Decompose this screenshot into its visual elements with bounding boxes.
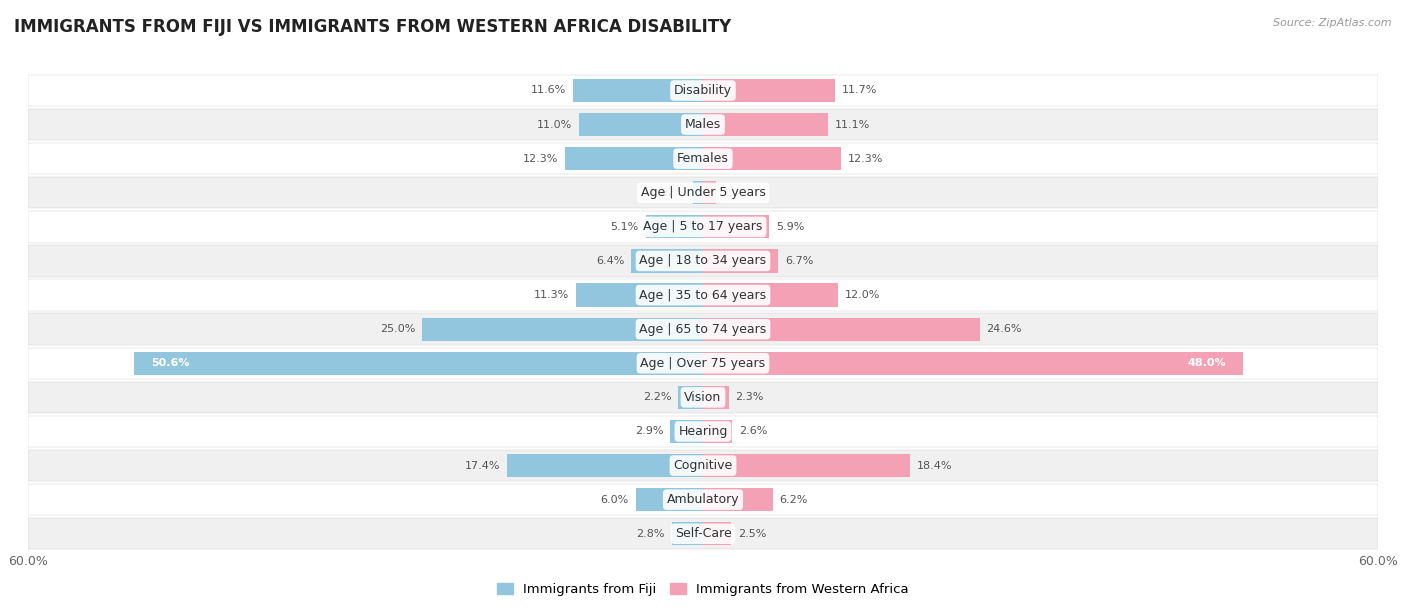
Text: 24.6%: 24.6% (987, 324, 1022, 334)
Text: 12.3%: 12.3% (848, 154, 883, 163)
Text: Vision: Vision (685, 391, 721, 404)
Text: 50.6%: 50.6% (150, 358, 190, 368)
Bar (703, 113, 828, 136)
Text: 25.0%: 25.0% (380, 324, 415, 334)
Text: 12.0%: 12.0% (845, 290, 880, 300)
Text: Age | 5 to 17 years: Age | 5 to 17 years (644, 220, 762, 233)
Text: Males: Males (685, 118, 721, 131)
Bar (28, 109, 1378, 140)
Text: 5.1%: 5.1% (610, 222, 638, 232)
Bar (703, 488, 773, 511)
Text: Age | 18 to 34 years: Age | 18 to 34 years (640, 255, 766, 267)
Text: Age | Under 5 years: Age | Under 5 years (641, 186, 765, 200)
Bar (703, 386, 728, 409)
Text: 5.9%: 5.9% (776, 222, 804, 232)
Text: 2.5%: 2.5% (738, 529, 766, 539)
Text: IMMIGRANTS FROM FIJI VS IMMIGRANTS FROM WESTERN AFRICA DISABILITY: IMMIGRANTS FROM FIJI VS IMMIGRANTS FROM … (14, 18, 731, 36)
Bar (28, 450, 1378, 481)
Bar (576, 283, 703, 307)
Text: 2.3%: 2.3% (735, 392, 763, 402)
Bar (703, 522, 731, 545)
Text: 6.0%: 6.0% (600, 494, 628, 505)
Bar (134, 352, 703, 375)
Bar (28, 348, 1378, 379)
Bar (565, 147, 703, 170)
Text: 2.8%: 2.8% (637, 529, 665, 539)
Text: Ambulatory: Ambulatory (666, 493, 740, 506)
Bar (703, 352, 1243, 375)
Bar (703, 215, 769, 239)
Bar (636, 488, 703, 511)
Text: 0.92%: 0.92% (651, 188, 686, 198)
Bar (508, 454, 703, 477)
Text: 1.2%: 1.2% (723, 188, 752, 198)
Text: Age | 65 to 74 years: Age | 65 to 74 years (640, 323, 766, 335)
Bar (703, 318, 980, 341)
Text: 48.0%: 48.0% (1188, 358, 1226, 368)
Bar (28, 177, 1378, 209)
Bar (672, 522, 703, 545)
Bar (678, 386, 703, 409)
Bar (645, 215, 703, 239)
Text: 11.0%: 11.0% (537, 119, 572, 130)
Bar (703, 249, 779, 272)
Bar (28, 143, 1378, 174)
Legend: Immigrants from Fiji, Immigrants from Western Africa: Immigrants from Fiji, Immigrants from We… (492, 578, 914, 602)
Text: 17.4%: 17.4% (465, 461, 501, 471)
Bar (572, 79, 703, 102)
Bar (28, 75, 1378, 106)
Text: Disability: Disability (673, 84, 733, 97)
Bar (28, 382, 1378, 413)
Bar (28, 245, 1378, 277)
Text: Cognitive: Cognitive (673, 459, 733, 472)
Text: Females: Females (678, 152, 728, 165)
Text: 2.2%: 2.2% (643, 392, 672, 402)
Text: 2.9%: 2.9% (636, 427, 664, 436)
Text: Age | 35 to 64 years: Age | 35 to 64 years (640, 289, 766, 302)
Bar (703, 147, 841, 170)
Bar (703, 283, 838, 307)
Text: Self-Care: Self-Care (675, 528, 731, 540)
Bar (28, 280, 1378, 311)
Text: Age | Over 75 years: Age | Over 75 years (641, 357, 765, 370)
Bar (28, 313, 1378, 345)
Text: Source: ZipAtlas.com: Source: ZipAtlas.com (1274, 18, 1392, 28)
Bar (703, 420, 733, 443)
Bar (693, 181, 703, 204)
Text: 11.1%: 11.1% (835, 119, 870, 130)
Text: 11.6%: 11.6% (530, 86, 565, 95)
Bar (703, 181, 717, 204)
Bar (422, 318, 703, 341)
Text: 6.7%: 6.7% (785, 256, 814, 266)
Text: 2.6%: 2.6% (740, 427, 768, 436)
Bar (28, 484, 1378, 515)
Text: 12.3%: 12.3% (523, 154, 558, 163)
Text: 11.7%: 11.7% (841, 86, 877, 95)
Text: 6.2%: 6.2% (779, 494, 808, 505)
Bar (671, 420, 703, 443)
Text: Hearing: Hearing (678, 425, 728, 438)
Bar (703, 454, 910, 477)
Bar (631, 249, 703, 272)
Text: 6.4%: 6.4% (596, 256, 624, 266)
Text: 18.4%: 18.4% (917, 461, 952, 471)
Bar (28, 211, 1378, 242)
Text: 11.3%: 11.3% (534, 290, 569, 300)
Bar (28, 518, 1378, 550)
Bar (703, 79, 835, 102)
Bar (579, 113, 703, 136)
Bar (28, 416, 1378, 447)
